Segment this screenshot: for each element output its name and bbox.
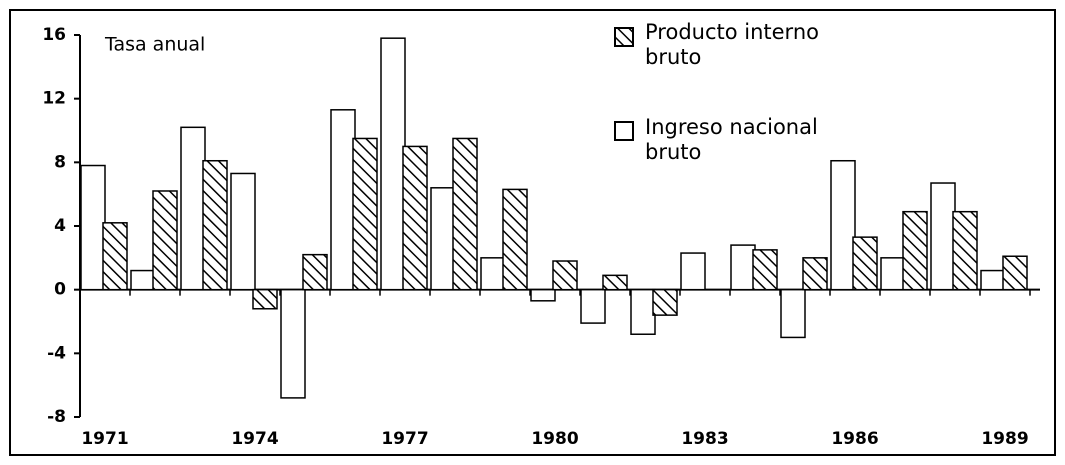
bar: [530, 288, 556, 302]
bar: [152, 190, 178, 291]
y-tick-label: 0: [54, 280, 66, 300]
y-tick-label: 12: [42, 89, 66, 109]
bar: [480, 257, 506, 291]
legend-label: Producto interno bruto: [645, 20, 819, 69]
annotation: Tasa anual: [104, 34, 205, 56]
bar: [1002, 255, 1028, 291]
bar: [902, 210, 928, 291]
bar: [452, 137, 478, 291]
bar: [930, 182, 956, 291]
bar: [730, 244, 756, 291]
x-tick-label: 1971: [81, 429, 128, 449]
bar: [280, 288, 306, 399]
x-tick-label: 1986: [831, 429, 878, 449]
bar: [830, 159, 856, 291]
legend-swatch: [614, 27, 634, 47]
bar: [430, 187, 456, 291]
bar: [380, 37, 406, 291]
bar: [952, 210, 978, 291]
legend-swatch: [614, 121, 634, 141]
x-tick-label: 1983: [681, 429, 728, 449]
y-tick-label: -8: [47, 407, 66, 427]
y-tick-label: 4: [54, 216, 66, 236]
bar: [602, 274, 628, 291]
bar: [502, 188, 528, 291]
bar: [680, 252, 706, 291]
y-tick-label: -4: [47, 343, 66, 363]
bar: [230, 172, 256, 291]
x-tick-label: 1989: [981, 429, 1028, 449]
bar: [180, 126, 206, 291]
bar: [752, 249, 778, 291]
bar: [652, 288, 678, 316]
bar: [202, 159, 228, 291]
x-tick-label: 1974: [231, 429, 278, 449]
bar: [252, 288, 278, 310]
bar: [552, 260, 578, 291]
frame: [9, 9, 1056, 456]
x-tick-label: 1980: [531, 429, 578, 449]
bar: [330, 109, 356, 291]
bar: [402, 145, 428, 291]
x-tick-label: 1977: [381, 429, 428, 449]
bar: [302, 253, 328, 291]
bar: [780, 288, 806, 339]
y-tick-label: 16: [42, 25, 66, 45]
bar: [980, 269, 1006, 291]
bar: [852, 236, 878, 291]
bar: [880, 257, 906, 291]
bar: [130, 269, 156, 291]
bar: [630, 288, 656, 335]
y-tick-label: 8: [54, 152, 66, 172]
legend-label: Ingreso nacional bruto: [645, 115, 818, 164]
bar: [352, 137, 378, 291]
bar: [580, 288, 606, 324]
bar: [802, 257, 828, 291]
bar: [80, 164, 106, 291]
bar: [102, 222, 128, 291]
